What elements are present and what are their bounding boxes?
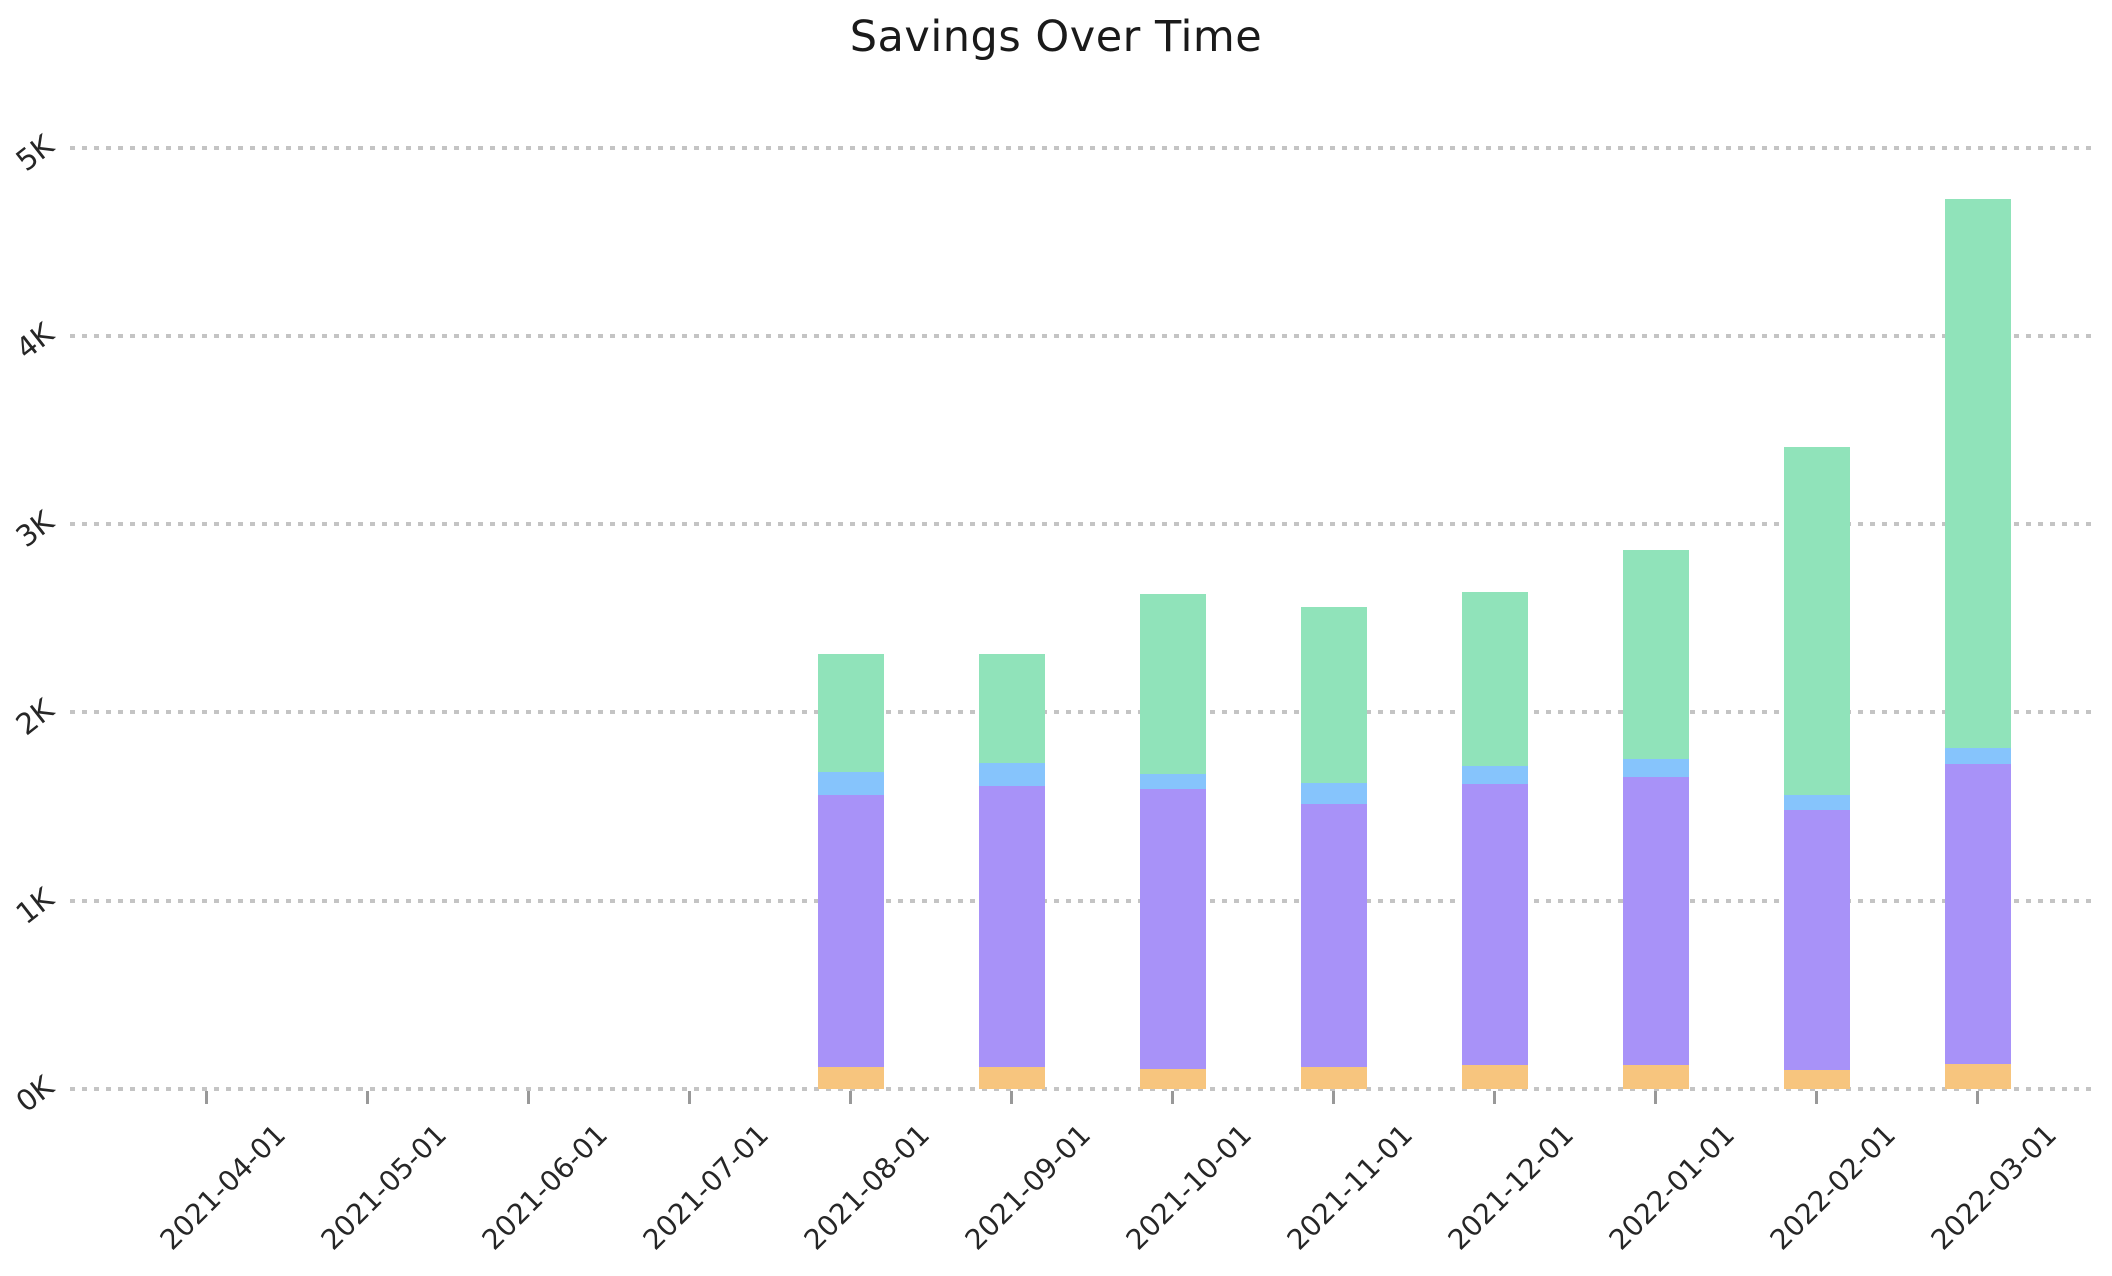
x-tick-label: 2022-03-01 [1924, 1118, 2063, 1257]
x-tick-mark [849, 1091, 852, 1104]
y-tick-label: 3K [9, 504, 60, 555]
gridline [70, 898, 2095, 903]
bar-segment-orange-bottom-segment [1300, 1067, 1367, 1089]
bar-segment-green-top-segment [978, 654, 1045, 764]
x-tick-mark [1976, 1091, 1979, 1104]
x-tick-label: 2021-08-01 [797, 1118, 936, 1257]
gridline [70, 145, 2095, 150]
chart-title: Savings Over Time [849, 12, 1263, 62]
bar-segment-blue-segment [817, 771, 884, 796]
bar-segment-blue-segment [1622, 758, 1689, 778]
x-tick-label: 2021-10-01 [1119, 1118, 1258, 1257]
bar-segment-purple-segment [978, 785, 1045, 1068]
bar-segment-blue-segment [978, 763, 1045, 786]
x-tick-label: 2021-05-01 [314, 1118, 453, 1257]
bar-segment-green-top-segment [1139, 593, 1206, 774]
bar-segment-green-top-segment [1944, 199, 2011, 749]
gridline [70, 1087, 2095, 1091]
bar-segment-orange-bottom-segment [1783, 1070, 1850, 1089]
bar-segment-purple-segment [1944, 764, 2011, 1064]
gridline [70, 522, 2095, 527]
x-tick-mark [1654, 1091, 1657, 1104]
y-tick-label: 5K [9, 127, 60, 178]
bar-segment-purple-segment [1300, 803, 1367, 1068]
bar-segment-purple-segment [1622, 777, 1689, 1066]
x-tick-mark [527, 1091, 530, 1104]
x-tick-label: 2021-04-01 [153, 1118, 292, 1257]
x-tick-label: 2021-09-01 [958, 1118, 1097, 1257]
bar-segment-purple-segment [1783, 810, 1850, 1071]
x-tick-label: 2021-06-01 [475, 1118, 614, 1257]
x-tick-mark [1815, 1091, 1818, 1104]
y-tick-label: 4K [9, 315, 60, 366]
x-tick-label: 2022-02-01 [1763, 1118, 1902, 1257]
x-tick-mark [1171, 1091, 1174, 1104]
bar-segment-green-top-segment [1300, 606, 1367, 783]
x-tick-mark [205, 1091, 208, 1104]
x-tick-mark [688, 1091, 691, 1104]
bar-segment-purple-segment [1461, 783, 1528, 1066]
bar-segment-orange-bottom-segment [1944, 1063, 2011, 1089]
x-tick-mark [1493, 1091, 1496, 1104]
gridline [70, 710, 2095, 715]
bar-segment-purple-segment [1139, 788, 1206, 1070]
bar-segment-orange-bottom-segment [1139, 1069, 1206, 1089]
bar-segment-green-top-segment [1622, 549, 1689, 759]
bar-segment-green-top-segment [1461, 591, 1528, 767]
bar-segment-orange-bottom-segment [978, 1067, 1045, 1089]
gridline [70, 333, 2095, 338]
bar-segment-purple-segment [817, 795, 884, 1068]
bar-segment-blue-segment [1461, 766, 1528, 784]
x-tick-label: 2022-01-01 [1602, 1118, 1741, 1257]
bar-segment-orange-bottom-segment [817, 1067, 884, 1089]
y-tick-label: 1K [9, 880, 60, 931]
x-tick-mark [1010, 1091, 1013, 1104]
x-tick-mark [366, 1091, 369, 1104]
bar-segment-orange-bottom-segment [1622, 1065, 1689, 1089]
y-tick-label: 2K [9, 692, 60, 743]
bar-segment-blue-segment [1139, 773, 1206, 789]
x-tick-label: 2021-11-01 [1280, 1118, 1419, 1257]
x-tick-label: 2021-12-01 [1441, 1118, 1580, 1257]
bar-segment-green-top-segment [1783, 446, 1850, 796]
bar-segment-green-top-segment [817, 654, 884, 772]
bar-segment-blue-segment [1783, 795, 1850, 811]
bar-segment-blue-segment [1300, 783, 1367, 804]
y-tick-label: 0K [9, 1069, 60, 1119]
bar-segment-blue-segment [1944, 748, 2011, 765]
x-tick-label: 2021-07-01 [636, 1118, 775, 1257]
bar-segment-orange-bottom-segment [1461, 1065, 1528, 1089]
x-tick-mark [1332, 1091, 1335, 1104]
